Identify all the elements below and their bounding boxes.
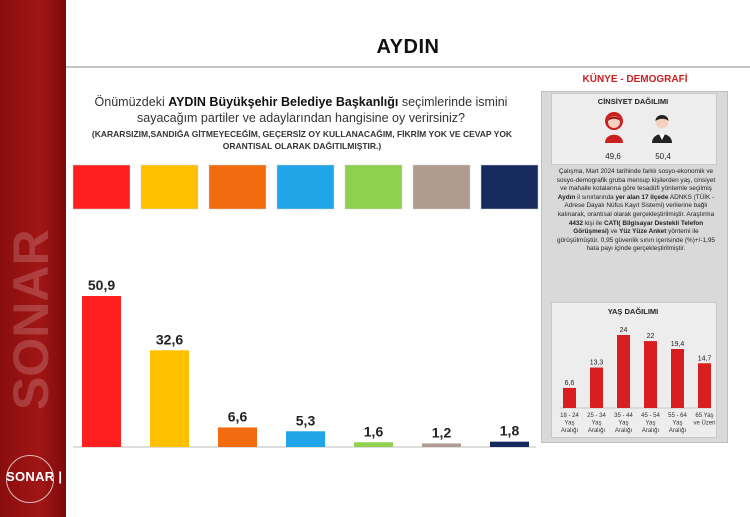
female-percentage: 49,6 — [605, 152, 621, 161]
logo: SONAR | ARAŞTIRMA — [6, 469, 147, 484]
methodology-segment: kişi ile — [583, 219, 604, 227]
vote-bar — [354, 442, 393, 447]
vote-bar — [218, 427, 257, 447]
question-suffix: seçimlerinde ismini sayacağım partiler v… — [137, 95, 508, 125]
vote-bar — [422, 443, 461, 447]
male-percentage: 50,4 — [655, 152, 671, 161]
age-value-label: 14,7 — [698, 355, 712, 362]
age-bar — [590, 367, 603, 408]
age-category-label: 65 Yaş — [695, 413, 713, 419]
side-panel-title: KÜNYE - DEMOGRAFİ — [582, 74, 688, 85]
bar-value-label: 5,3 — [296, 412, 316, 428]
methodology-segment: 4432 — [568, 219, 584, 227]
age-bar — [698, 363, 711, 408]
bar-value-label: 50,9 — [88, 277, 115, 293]
logo-tagline: Bilgi İçin Güçlü Kaynak — [68, 487, 140, 494]
watermark-text: SONAR — [3, 229, 59, 410]
female-icon — [605, 112, 623, 143]
age-category-label: Aralığı — [669, 428, 687, 434]
question-note: (KARARSIZIM,SANDIĞA GİTMEYECEĞİM, GEÇERS… — [91, 129, 513, 151]
methodology-segment: Yüz Yüze Anket — [619, 228, 667, 236]
age-category-label: Yaş — [673, 421, 683, 427]
bar-value-label: 1,2 — [432, 424, 452, 440]
party-color-swatch — [480, 164, 539, 210]
age-value-label: 24 — [620, 327, 628, 334]
survey-question: Önümüzdeki AYDIN Büyükşehir Belediye Baş… — [66, 94, 536, 126]
logo-brand: SONAR — [6, 469, 55, 484]
logo-brand-secondary: ARAŞTIRMA — [65, 469, 147, 484]
age-category-label: Aralığı — [615, 428, 633, 434]
main-bar-chart: 50,9 32,6 6,6 5,3 1,6 1,2 1,8 — [72, 164, 539, 448]
male-icon — [652, 115, 672, 143]
methodology-segment: yöntemi ile görüşülmüştür. 0,95 güvenlik… — [557, 228, 715, 253]
age-card — [551, 302, 717, 438]
methodology-segment: ve — [608, 228, 620, 236]
age-category-label: Yaş — [619, 421, 629, 427]
methodology-segment: il sınırlarında — [575, 193, 616, 201]
age-value-label: 6,6 — [565, 380, 575, 387]
age-category-label: 25 - 34 — [587, 413, 606, 419]
age-category-label: Yaş — [646, 421, 656, 427]
age-bar — [671, 348, 684, 408]
age-bar — [644, 341, 657, 408]
age-category-label: 18 - 24 — [560, 413, 579, 419]
bar-value-label: 6,6 — [228, 408, 248, 424]
age-category-label: Aralığı — [588, 428, 606, 434]
age-value-label: 19,4 — [671, 341, 685, 348]
age-chart-title: YAŞ DAĞILIMI — [607, 307, 659, 316]
methodology-segment: CATI( Bilgisayar Destekli Telefon Görüşm… — [573, 219, 704, 236]
gender-title: CİNSİYET DAĞILIMI — [597, 97, 669, 106]
age-category-label: ve Üzeri — [693, 420, 715, 427]
methodology-segment: yer alan 17 ilçede — [615, 193, 669, 201]
question-prefix: Önümüzdeki — [94, 95, 169, 109]
bar-value-label: 1,6 — [364, 423, 384, 439]
party-color-swatch — [72, 164, 131, 210]
party-color-swatch — [208, 164, 267, 210]
party-color-swatch — [412, 164, 471, 210]
age-bar — [563, 387, 576, 408]
bar-value-label: 1,8 — [500, 423, 520, 439]
age-category-label: 35 - 44 — [614, 413, 633, 419]
sonar-watermark: SONAR — [3, 229, 59, 410]
age-category-label: Yaş — [592, 421, 602, 427]
logo-circle — [6, 455, 54, 503]
vote-bar — [150, 350, 189, 447]
methodology-segment: Aydın — [557, 193, 576, 201]
methodology-text: Çalışma, Mart 2024 tarihinde farklı sosy… — [556, 168, 716, 254]
question-bold: AYDIN Büyükşehir Belediye Başkanlığı — [168, 95, 399, 109]
header-bar — [66, 0, 750, 68]
vote-bar — [286, 431, 325, 447]
party-color-swatch — [276, 164, 335, 210]
age-bar — [617, 335, 630, 408]
age-value-label: 13,3 — [590, 360, 604, 367]
age-category-label: Yaş — [565, 421, 575, 427]
age-category-label: 45 - 54 — [641, 413, 660, 419]
methodology-segment: ADNKS (TÜİK - Adrese Dayalı Nüfus Kayıt … — [557, 193, 715, 218]
age-value-label: 22 — [647, 333, 655, 340]
party-color-swatch — [344, 164, 403, 210]
page-title: AYDIN — [376, 36, 440, 58]
age-category-label: Aralığı — [561, 428, 579, 434]
bar-value-label: 32,6 — [156, 331, 183, 347]
party-color-swatch — [140, 164, 199, 210]
age-category-label: Aralığı — [642, 428, 660, 434]
age-category-label: 55 - 64 — [668, 413, 687, 419]
gender-card — [551, 93, 717, 165]
vote-bar — [490, 441, 529, 447]
left-brand-band — [0, 0, 66, 517]
methodology-segment: Çalışma, Mart 2024 tarihinde farklı sosy… — [556, 168, 716, 193]
vote-bar — [82, 296, 121, 447]
